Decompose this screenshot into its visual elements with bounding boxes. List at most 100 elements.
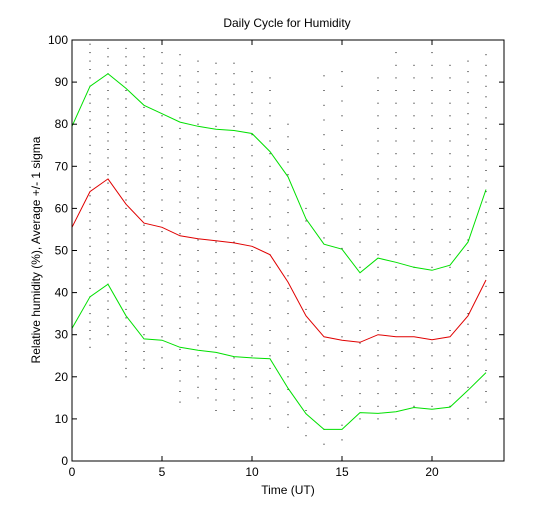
scatter-point [89, 304, 91, 306]
scatter-point [161, 104, 163, 106]
y-tick-label: 10 [55, 412, 69, 426]
scatter-point [305, 207, 307, 209]
scatter-point [395, 64, 397, 66]
scatter-point [413, 380, 415, 382]
series-line-mean-1sigma [71, 283, 487, 430]
scatter-point [197, 313, 199, 315]
scatter-point [467, 218, 469, 220]
scatter-point [197, 397, 199, 399]
scatter-point [233, 189, 235, 190]
scatter-point [233, 62, 235, 64]
scatter-point [485, 233, 487, 235]
scatter-point [431, 153, 433, 155]
scatter-point [233, 157, 235, 159]
scatter-point [143, 241, 145, 243]
scatter-point [125, 81, 127, 83]
scatter-point [395, 191, 397, 193]
scatter-point [197, 260, 199, 262]
scatter-point [251, 155, 253, 157]
scatter-point [485, 296, 487, 298]
scatter-point [467, 239, 469, 241]
scatter-point [359, 266, 361, 268]
scatter-point [359, 342, 361, 344]
scatter-point [485, 117, 487, 119]
scatter-point [467, 81, 469, 83]
scatter-point [413, 90, 415, 91]
scatter-point [449, 241, 451, 243]
scatter-point [287, 338, 289, 340]
scatter-point [341, 159, 343, 161]
scatter-point [125, 132, 127, 134]
scatter-point [161, 294, 163, 296]
scatter-point [341, 336, 343, 338]
scatter-point [485, 243, 487, 245]
scatter-point [161, 336, 163, 338]
scatter-point [197, 155, 199, 157]
scatter-point [179, 285, 181, 287]
scatter-point [341, 321, 343, 323]
scatter-point [125, 342, 127, 344]
scatter-point [413, 418, 415, 420]
scatter-point [179, 170, 181, 171]
scatter-point [431, 330, 433, 331]
scatter-point [467, 250, 469, 251]
scatter-point [251, 365, 253, 367]
scatter-point [197, 344, 199, 346]
scatter-point [215, 399, 217, 401]
scatter-point [143, 258, 145, 260]
scatter-point [89, 330, 91, 331]
scatter-point [197, 218, 199, 220]
scatter-point [143, 325, 145, 327]
scatter-point [89, 170, 91, 171]
scatter-point [233, 125, 235, 127]
scatter-point [485, 306, 487, 308]
scatter-point [197, 102, 199, 104]
scatter-point [89, 102, 91, 104]
scatter-point [485, 149, 487, 150]
scatter-point [467, 113, 469, 115]
scatter-point [413, 393, 415, 395]
scatter-point [89, 178, 91, 180]
scatter-point [107, 56, 109, 58]
scatter-point [107, 292, 109, 294]
scatter-point [431, 418, 433, 420]
scatter-point [179, 306, 181, 308]
scatter-point [197, 144, 199, 146]
scatter-point [287, 287, 289, 289]
scatter-point [179, 380, 181, 382]
scatter-point [215, 304, 217, 306]
scatter-point [89, 287, 91, 289]
scatter-point [107, 233, 109, 235]
scatter-point [431, 191, 433, 193]
scatter-point [485, 401, 487, 403]
scatter-point [89, 228, 91, 230]
scatter-point [197, 228, 199, 230]
scatter-point [251, 207, 253, 209]
scatter-point [215, 262, 217, 264]
scatter-point [125, 149, 127, 150]
scatter-point [233, 294, 235, 296]
scatter-point [89, 245, 91, 247]
scatter-point [233, 388, 235, 390]
scatter-point [395, 127, 397, 129]
scatter-point [431, 165, 433, 167]
scatter-point [125, 241, 127, 243]
scatter-point [305, 258, 307, 260]
scatter-point [287, 161, 289, 163]
scatter-point [107, 47, 109, 49]
scatter-point [413, 355, 415, 357]
scatter-point [197, 323, 199, 325]
scatter-point [215, 199, 217, 201]
scatter-point [197, 123, 199, 125]
scatter-point [359, 380, 361, 382]
scatter-point [107, 216, 109, 218]
scatter-point [485, 254, 487, 256]
scatter-point [251, 197, 253, 199]
scatter-point [161, 252, 163, 254]
scatter-point [197, 239, 199, 241]
scatter-point [89, 127, 91, 129]
scatter-point [467, 197, 469, 199]
y-tick-label: 80 [55, 117, 69, 131]
scatter-point [467, 228, 469, 230]
scatter-point [431, 241, 433, 243]
